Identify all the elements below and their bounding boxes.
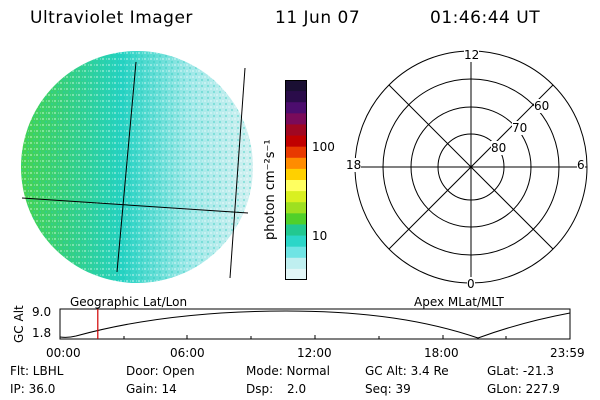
seq-value: Seq: 39 — [365, 382, 411, 396]
glon-value: GLon: 227.9 — [487, 382, 560, 396]
lat-lon-grid — [21, 61, 249, 279]
colorbar-segment — [285, 213, 307, 225]
mlat-label-80: 80 — [491, 141, 507, 155]
altitude-xtick-2359: 23:59 — [550, 346, 585, 360]
colorbar-segment — [285, 202, 307, 214]
mlt-label-6: 6 — [577, 158, 585, 172]
altitude-xtick-1200: 12:00 — [297, 346, 332, 360]
colorbar-segment — [285, 135, 307, 148]
altitude-xtick-0000: 00:00 — [46, 346, 81, 360]
altitude-xtick-1800: 18:00 — [424, 346, 459, 360]
glat-value: GLat: -21.3 — [487, 364, 554, 378]
mlat-label-70: 70 — [512, 121, 528, 135]
geographic-panel-label: Geographic Lat/Lon — [70, 295, 188, 309]
mlt-label-18: 18 — [346, 158, 362, 172]
altitude-ytick-bottom: 1.8 — [32, 326, 52, 340]
colorbar-segment — [285, 91, 307, 103]
colorbar-segment — [285, 268, 307, 281]
colorbar-segment — [285, 191, 307, 203]
colorbar-segment — [285, 224, 307, 237]
colorbar-segment — [285, 80, 307, 92]
apex-panel-label: Apex MLat/MLT — [414, 295, 504, 309]
date-label: 11 Jun 07 — [275, 8, 361, 28]
colorbar-segment — [285, 102, 307, 114]
altitude-plot — [59, 308, 571, 340]
mlt-label-12: 12 — [464, 48, 480, 62]
altitude-curve — [59, 310, 571, 339]
colorbar-unit-label: photon cm⁻²s⁻¹ — [263, 139, 278, 240]
colorbar-segment — [285, 157, 307, 170]
colorbar-gradient — [285, 80, 307, 281]
mlt-label-0: 0 — [467, 277, 475, 291]
filter-value: Flt: LBHL — [10, 364, 64, 378]
colorbar-segment — [285, 235, 307, 248]
apex-polar-plot — [354, 50, 588, 284]
mlat-label-60: 60 — [534, 99, 550, 113]
gain-value: Gain: 14 — [126, 382, 177, 396]
door-status: Door: Open — [126, 364, 195, 378]
colorbar-segment — [285, 257, 307, 270]
colorbar-segment — [285, 146, 307, 159]
colorbar-segment — [285, 124, 307, 137]
geographic-image-panel — [21, 51, 253, 283]
colorbar-segment — [285, 168, 307, 181]
colorbar-tick-10: 10 — [312, 229, 328, 243]
mode-value: Mode: Normal — [246, 364, 330, 378]
ip-value: IP: 36.0 — [10, 382, 56, 396]
time-label: 01:46:44 UT — [430, 8, 541, 28]
gc-alt-value: GC Alt: 3.4 Re — [365, 364, 449, 378]
altitude-ylabel: GC Alt — [12, 305, 26, 343]
altitude-plot-frame — [59, 308, 571, 340]
earth-disk — [21, 51, 253, 283]
colorbar — [285, 80, 307, 281]
colorbar-segment — [285, 180, 307, 192]
dsp-label: Dsp: — [246, 382, 274, 396]
colorbar-frame — [285, 80, 307, 280]
dsp-value: 2.0 — [287, 382, 307, 396]
instrument-title: Ultraviolet Imager — [30, 8, 193, 28]
altitude-ytick-top: 9.0 — [32, 305, 52, 319]
colorbar-segment — [285, 113, 307, 125]
colorbar-segment — [285, 246, 307, 259]
altitude-xtick-0600: 06:00 — [170, 346, 205, 360]
colorbar-tick-100: 100 — [312, 140, 335, 154]
